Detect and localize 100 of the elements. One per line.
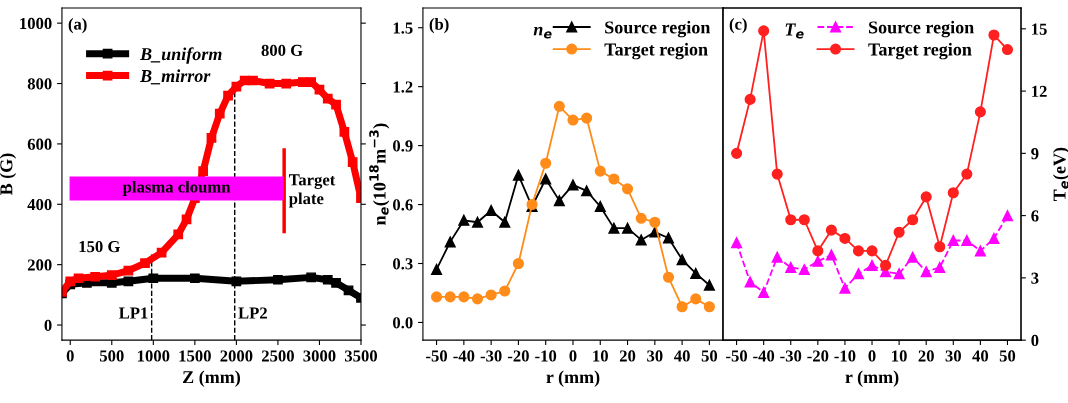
x-tick-label: 500 (99, 350, 124, 362)
annotation: (a) (68, 18, 87, 34)
point (581, 112, 593, 124)
point (893, 226, 905, 238)
point (866, 245, 878, 257)
x-tick-label: 3000 (303, 350, 336, 362)
x-axis-title: r (mm) (546, 370, 600, 387)
point (703, 279, 715, 291)
y2-tick-label: 0 (1031, 334, 1039, 347)
point (608, 222, 620, 234)
y-tick-label: 1.5 (393, 22, 413, 34)
point (594, 165, 606, 177)
x-tick-label: -30 (480, 350, 502, 362)
point (140, 258, 150, 269)
y-tick-label: 1000 (20, 17, 52, 30)
annotation: (b) (429, 18, 449, 34)
x-tick-label: 1500 (179, 350, 211, 362)
point (214, 108, 225, 119)
x-tick-label: 1000 (137, 350, 170, 362)
point (553, 100, 565, 112)
point (839, 282, 851, 294)
x-tick-label: 30 (945, 350, 961, 362)
point (947, 234, 959, 247)
point (248, 75, 258, 86)
point (512, 257, 524, 270)
point (635, 212, 647, 224)
x-tick-label: 2500 (261, 350, 294, 362)
point (322, 274, 333, 285)
point (662, 232, 675, 244)
point (485, 289, 497, 301)
point (331, 277, 341, 288)
point (73, 273, 84, 284)
point (553, 195, 565, 207)
point (852, 268, 865, 280)
point (594, 200, 606, 213)
y2-tick-label: 12 (1032, 85, 1047, 97)
point (621, 222, 634, 234)
point (471, 293, 484, 305)
point (731, 147, 743, 159)
point (540, 157, 552, 169)
point (499, 285, 511, 297)
y-axis-title: n$_{e}$(10$^{18}$m$^{−3}$) (369, 123, 390, 225)
y2-tick-label: 6 (1031, 210, 1039, 222)
point (907, 214, 919, 226)
x-tick-label: -40 (753, 350, 775, 362)
point (123, 265, 134, 276)
annotation: n$_{e}$ (533, 26, 552, 39)
y-tick-label: 800 (27, 78, 52, 90)
point (690, 267, 702, 279)
x-tick-label: -40 (453, 350, 475, 362)
y-tick-label: 0.0 (393, 317, 413, 329)
point (974, 106, 986, 118)
x-tick-label: 40 (674, 350, 690, 362)
y-tick-label: 600 (27, 138, 52, 150)
point (758, 25, 770, 37)
point (485, 204, 497, 217)
annotation: (c) (729, 18, 747, 34)
point (540, 173, 552, 185)
y-axis-title: B (G) (0, 153, 17, 196)
x-tick-label: 50 (999, 350, 1016, 362)
point (1001, 210, 1014, 222)
y-tick-label: 0.9 (393, 140, 413, 152)
point (703, 301, 715, 313)
point (471, 216, 484, 228)
y-tick-label: 200 (27, 259, 52, 271)
point (347, 157, 358, 167)
x-tick-label: 0 (569, 350, 577, 362)
point (988, 29, 1000, 41)
point (281, 78, 292, 89)
y-tick-label: 0.6 (393, 199, 413, 211)
point (608, 173, 620, 185)
point (223, 90, 233, 101)
point (934, 261, 946, 274)
point (825, 249, 837, 261)
point (90, 271, 101, 282)
x-tick-label: 10 (892, 350, 907, 362)
point (306, 272, 317, 283)
x-tick-label: 0 (66, 350, 74, 362)
point (635, 234, 647, 246)
point (758, 286, 770, 298)
legend-label: Source region (605, 20, 711, 38)
point (771, 251, 783, 263)
point (512, 169, 524, 181)
point (458, 291, 470, 303)
x-axis-title: Z (mm) (183, 370, 240, 387)
point (339, 126, 350, 137)
legend-label: Source region (869, 20, 974, 38)
point (812, 255, 824, 267)
x-tick-label: 30 (647, 350, 663, 362)
annotation: T$_{e}$ (785, 23, 804, 39)
point (988, 232, 1000, 244)
point (273, 274, 283, 285)
x-tick-label: 50 (701, 350, 718, 362)
point (907, 251, 919, 263)
point (1001, 44, 1014, 56)
point (343, 285, 354, 296)
point (676, 254, 688, 266)
annotation: 150 G (79, 240, 120, 253)
point (934, 241, 946, 253)
point (839, 232, 851, 244)
